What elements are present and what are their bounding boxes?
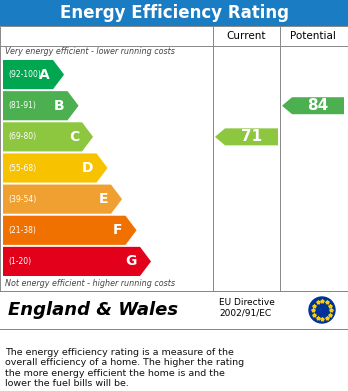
Bar: [0, 26, 348, 291]
Text: 71: 71: [241, 129, 262, 144]
Polygon shape: [3, 247, 151, 276]
Polygon shape: [215, 128, 278, 145]
Text: (21-38): (21-38): [8, 226, 36, 235]
Text: D: D: [82, 161, 94, 175]
Text: Current: Current: [227, 31, 266, 41]
Text: EU Directive
2002/91/EC: EU Directive 2002/91/EC: [219, 298, 275, 318]
Text: C: C: [69, 130, 79, 144]
Polygon shape: [3, 60, 64, 89]
Text: England & Wales: England & Wales: [8, 301, 178, 319]
Text: The energy efficiency rating is a measure of the
overall efficiency of a home. T: The energy efficiency rating is a measur…: [5, 348, 244, 388]
Text: (39-54): (39-54): [8, 195, 36, 204]
Text: (81-91): (81-91): [8, 101, 36, 110]
Polygon shape: [3, 122, 93, 151]
Circle shape: [309, 297, 335, 323]
Text: A: A: [39, 68, 50, 82]
Text: (69-80): (69-80): [8, 133, 36, 142]
Bar: [0, 0, 348, 26]
Polygon shape: [282, 97, 344, 114]
Text: 84: 84: [307, 98, 329, 113]
Bar: [0, 291, 348, 329]
Polygon shape: [3, 185, 122, 214]
Text: G: G: [126, 255, 137, 269]
Text: F: F: [113, 223, 122, 237]
Text: (55-68): (55-68): [8, 163, 36, 172]
Text: Not energy efficient - higher running costs: Not energy efficient - higher running co…: [5, 278, 175, 287]
Text: Energy Efficiency Rating: Energy Efficiency Rating: [60, 4, 288, 22]
Text: E: E: [98, 192, 108, 206]
Text: (92-100): (92-100): [8, 70, 41, 79]
Text: (1-20): (1-20): [8, 257, 31, 266]
Polygon shape: [3, 153, 108, 183]
Text: Potential: Potential: [290, 31, 336, 41]
Polygon shape: [3, 216, 136, 245]
Text: B: B: [54, 99, 65, 113]
Text: Very energy efficient - lower running costs: Very energy efficient - lower running co…: [5, 47, 175, 56]
Polygon shape: [3, 91, 79, 120]
